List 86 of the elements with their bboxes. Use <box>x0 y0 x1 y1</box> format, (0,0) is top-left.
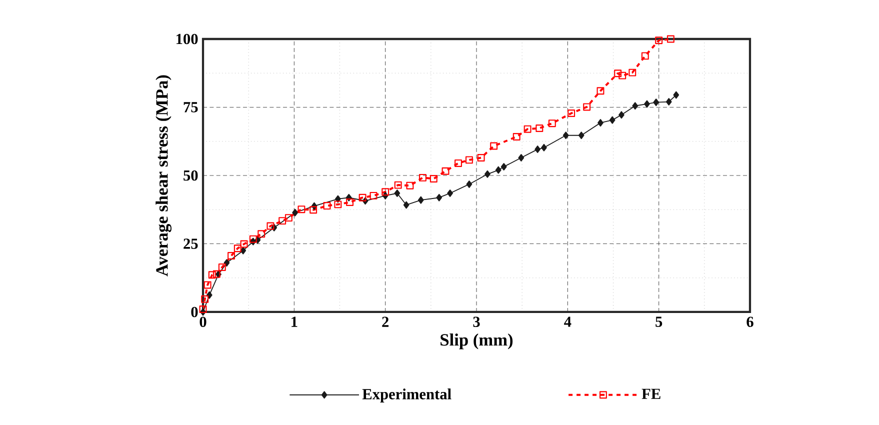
point <box>234 244 242 252</box>
point <box>334 200 342 208</box>
point <box>596 87 604 95</box>
point <box>541 144 547 152</box>
y-tick-label: 100 <box>176 34 198 44</box>
point <box>394 181 402 189</box>
x-tick-label: 3 <box>473 316 480 327</box>
point <box>394 190 400 197</box>
y-tick-label: 0 <box>191 306 198 318</box>
point <box>490 142 498 150</box>
point <box>562 132 569 140</box>
x-tick-label: 1 <box>292 316 298 327</box>
x-tick-label: 6 <box>746 316 754 327</box>
point <box>240 240 248 248</box>
point <box>598 119 604 127</box>
point <box>403 201 410 209</box>
point <box>436 194 442 202</box>
point <box>666 35 674 43</box>
point <box>644 100 650 108</box>
point <box>673 91 680 99</box>
point <box>578 132 584 140</box>
point <box>206 291 212 299</box>
point <box>323 202 331 210</box>
point <box>224 259 230 267</box>
point <box>524 125 532 133</box>
point <box>614 70 622 78</box>
point <box>201 295 209 303</box>
point <box>284 214 292 222</box>
y-tick-label: 50 <box>184 170 198 181</box>
y-axis-title: Average shear stress (MPa) <box>156 75 172 276</box>
point <box>568 110 576 117</box>
point <box>518 154 524 162</box>
point <box>512 132 520 140</box>
point <box>447 190 453 197</box>
point <box>466 180 472 188</box>
point <box>641 52 649 60</box>
point <box>666 98 672 106</box>
point <box>534 146 541 154</box>
point <box>249 235 257 243</box>
y-tick-label: 25 <box>184 238 198 249</box>
point <box>204 281 212 289</box>
x-tick-label: 4 <box>564 316 572 327</box>
point <box>292 208 298 216</box>
point <box>346 198 354 206</box>
point <box>495 166 502 174</box>
point <box>258 230 266 238</box>
point <box>465 156 473 164</box>
point <box>653 98 660 106</box>
point <box>418 196 424 204</box>
point <box>278 217 286 225</box>
legend-label: Experimental <box>362 388 452 402</box>
x-axis-title: Slip (mm) <box>440 334 513 350</box>
point <box>618 72 626 80</box>
x-tick-label: 5 <box>656 316 662 327</box>
point <box>609 116 616 124</box>
point <box>500 163 507 170</box>
point <box>628 68 636 76</box>
point <box>358 194 366 202</box>
point <box>618 111 624 119</box>
point <box>370 192 378 200</box>
point <box>228 252 236 260</box>
point <box>454 159 462 167</box>
x-tick-label: 2 <box>382 316 389 327</box>
point <box>536 124 544 132</box>
point <box>240 246 246 254</box>
point <box>418 174 426 182</box>
point <box>218 263 226 271</box>
y-tick-label: 75 <box>184 102 198 112</box>
point <box>266 222 274 230</box>
point <box>382 188 390 196</box>
point <box>484 170 490 178</box>
point <box>655 36 663 44</box>
point <box>310 206 318 214</box>
point <box>477 154 485 162</box>
point <box>406 182 414 190</box>
point <box>442 167 450 175</box>
legend-label: FE <box>642 388 660 399</box>
point <box>548 120 556 128</box>
point <box>583 103 591 111</box>
point <box>212 270 220 278</box>
point <box>430 175 438 183</box>
point <box>208 271 216 279</box>
point <box>632 102 638 110</box>
point <box>298 206 306 214</box>
point <box>199 306 207 313</box>
x-tick-label: 0 <box>200 316 206 328</box>
